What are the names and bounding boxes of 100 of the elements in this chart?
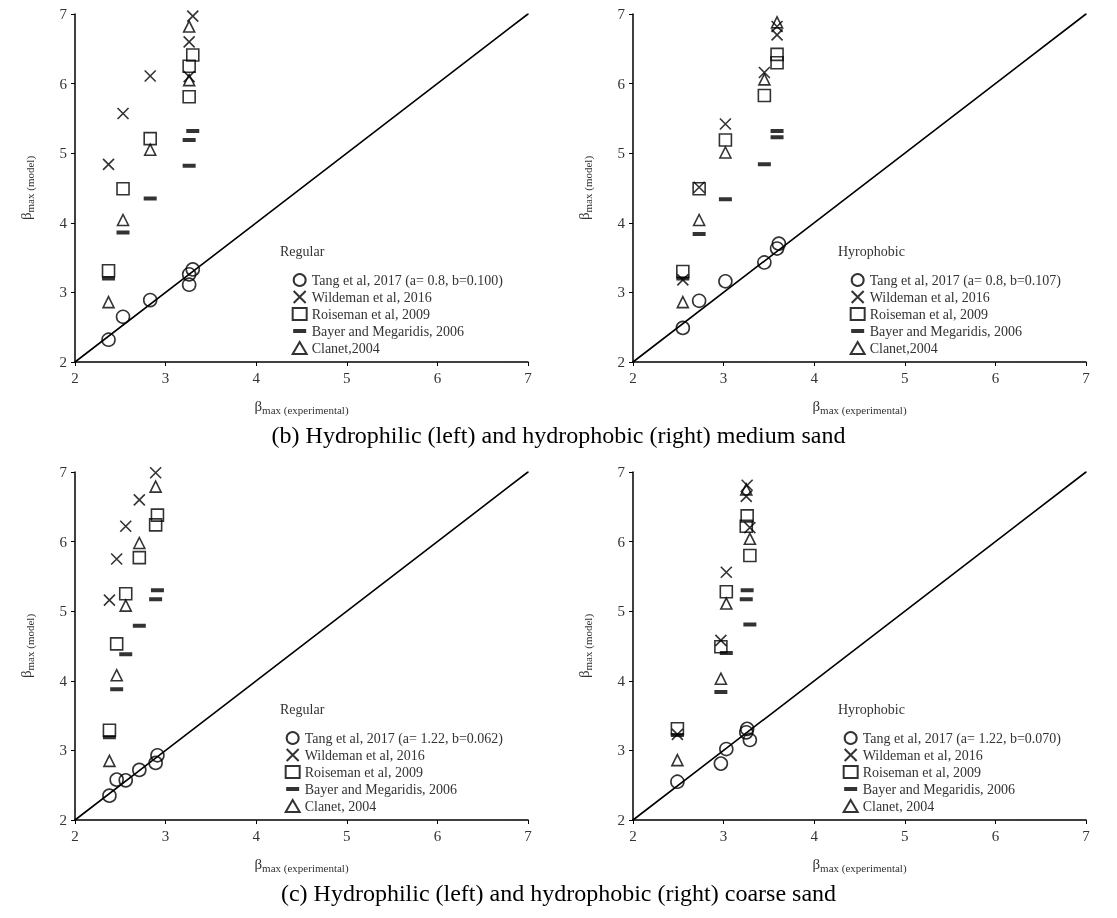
legend-label: Bayer and Megaridis, 2006 (862, 781, 1016, 797)
point (757, 255, 772, 270)
point (102, 295, 115, 309)
point (150, 747, 165, 763)
y-tick-label: 5 (59, 145, 67, 162)
x-tick-label: 7 (1082, 827, 1091, 844)
point (150, 508, 165, 522)
point (148, 518, 163, 532)
y-tick-label: 6 (59, 533, 68, 550)
point (692, 213, 706, 227)
x-tick-label: 4 (252, 369, 261, 386)
y-tick-label: 5 (617, 145, 625, 162)
x-tick-label: 3 (161, 827, 170, 844)
x-tick-label: 6 (433, 369, 442, 386)
y-tick-label: 5 (617, 603, 625, 620)
point (670, 722, 685, 736)
x-tick-label: 2 (629, 369, 637, 386)
y-tick-label: 6 (617, 533, 626, 550)
point (110, 552, 123, 566)
y-axis-title: βmax (model) (575, 613, 595, 679)
point (719, 117, 732, 131)
point (719, 741, 734, 757)
point (118, 587, 133, 601)
point (740, 509, 754, 523)
point (739, 483, 753, 496)
point (102, 788, 117, 803)
point (714, 639, 728, 654)
point (149, 480, 162, 493)
point (116, 107, 130, 120)
point (182, 90, 196, 104)
point (676, 295, 690, 309)
point (720, 597, 733, 610)
legend-label: Roiseman et al, 2009 (311, 306, 430, 322)
y-tick-label: 6 (617, 75, 626, 92)
x-tick-label: 5 (901, 369, 909, 386)
legend-label: Wildeman et al, 2016 (311, 289, 432, 305)
y-tick-label: 7 (617, 6, 626, 22)
point (182, 73, 196, 87)
x-tick-label: 5 (343, 827, 351, 844)
y-tick-label: 4 (617, 672, 626, 689)
point (116, 181, 130, 196)
legend-label: Tang et al, 2017 (a= 1.22, b=0.062) (304, 730, 504, 747)
point (720, 565, 733, 579)
x-tick-label: 2 (71, 827, 79, 844)
point (132, 550, 147, 565)
text: (b) Hydrophilic (left) and hydrophobic (right) medium sand (270, 421, 847, 450)
x-tick-label: 7 (1082, 369, 1091, 386)
point (670, 774, 685, 790)
point (671, 753, 684, 767)
point (116, 213, 130, 227)
point (182, 59, 196, 73)
point (102, 723, 117, 738)
point (133, 493, 146, 507)
point (118, 773, 134, 788)
point (115, 309, 131, 325)
point (109, 772, 124, 787)
point (149, 466, 162, 479)
y-axis-title: βmax (model) (575, 155, 595, 221)
point (770, 16, 784, 29)
point (743, 548, 757, 563)
legend-label: Bayer and Megaridis, 2006 (304, 781, 458, 797)
legend-title: Hyrophobic (838, 701, 905, 717)
x-tick-label: 3 (719, 369, 728, 386)
point (119, 519, 133, 533)
point (109, 637, 124, 651)
legend-label: Wildeman et al, 2016 (862, 747, 983, 763)
point (101, 264, 116, 278)
legend-title: Regular (280, 701, 325, 717)
y-axis-title: βmax (model) (17, 613, 37, 679)
x-tick-label: 4 (810, 827, 819, 844)
legend-title: Hyrophobic (838, 243, 905, 259)
y-tick-label: 4 (59, 214, 68, 231)
y-tick-label: 4 (617, 214, 626, 231)
x-tick-label: 5 (343, 369, 351, 386)
y-tick-label: 4 (59, 672, 68, 689)
point (676, 264, 690, 279)
point (770, 47, 784, 62)
point (758, 66, 771, 79)
point (691, 293, 707, 309)
legend-label: Clanet, 2004 (862, 798, 935, 814)
x-tick-label: 6 (433, 827, 442, 844)
y-tick-label: 2 (617, 354, 625, 370)
x-tick-label: 6 (991, 369, 1000, 386)
point (771, 236, 787, 251)
x-tick-label: 7 (524, 369, 533, 386)
point (718, 273, 733, 289)
point (739, 519, 754, 534)
x-tick-label: 7 (524, 827, 533, 844)
legend-label: Roiseman et al, 2009 (869, 306, 988, 322)
legend-label: Tang et al, 2017 (a= 0.8, b=0.107) (869, 272, 1062, 289)
point (743, 532, 757, 546)
legend-label: Roiseman et al, 2009 (304, 764, 423, 780)
y-tick-label: 3 (59, 284, 67, 301)
point (713, 756, 729, 771)
legend-title: Regular (280, 243, 325, 259)
point (182, 70, 196, 83)
x-tick-label: 6 (991, 827, 1000, 844)
y-tick-label: 7 (59, 464, 68, 480)
point (742, 732, 758, 748)
x-tick-label: 2 (629, 827, 637, 844)
